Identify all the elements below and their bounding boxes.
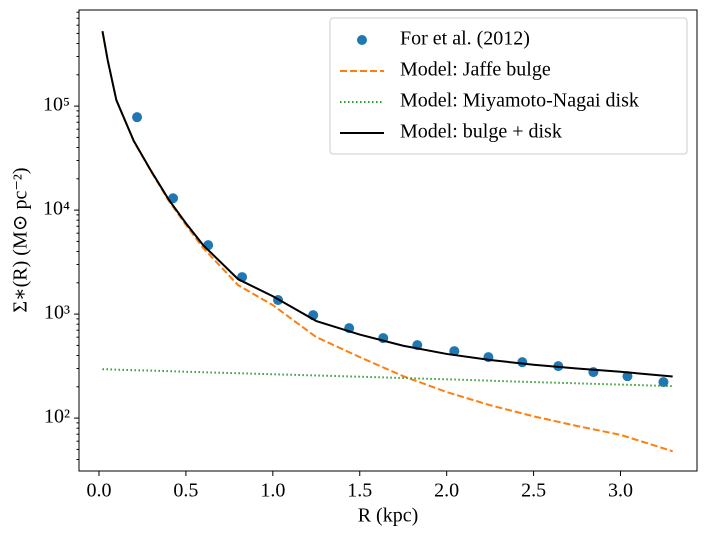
data-point bbox=[658, 377, 669, 388]
plot-frame bbox=[78, 9, 698, 472]
x-tick-label: 2.5 bbox=[521, 480, 546, 502]
y-tick-label: 10³ bbox=[44, 302, 70, 324]
x-tick-label: 1.5 bbox=[347, 480, 372, 502]
legend-label: Model: Miyamoto-Nagai disk bbox=[400, 90, 639, 112]
x-tick-label: 1.0 bbox=[260, 480, 285, 502]
legend-label: Model: Jaffe bulge bbox=[400, 59, 551, 81]
x-tick-label: 3.0 bbox=[608, 480, 633, 502]
data-point bbox=[449, 346, 460, 357]
y-tick-label: 10² bbox=[44, 406, 70, 428]
legend-box bbox=[329, 17, 688, 155]
x-axis-label: R (kpc) bbox=[358, 505, 419, 527]
x-tick-label: 2.0 bbox=[434, 480, 459, 502]
model-line bbox=[101, 30, 673, 378]
y-axis-label: Σ∗(R) (M⊙ pc⁻²) bbox=[10, 167, 32, 312]
data-point bbox=[132, 112, 143, 123]
x-tick-label: 0.5 bbox=[173, 480, 198, 502]
data-point bbox=[622, 371, 633, 382]
model-line bbox=[102, 368, 673, 388]
y-tick-label: 10⁴ bbox=[43, 198, 70, 220]
legend-label: Model: bulge + disk bbox=[400, 121, 562, 143]
legend-label: For et al. (2012) bbox=[400, 28, 530, 50]
y-tick-label: 10⁵ bbox=[43, 94, 70, 116]
legend-marker bbox=[357, 35, 367, 45]
x-tick-label: 0.0 bbox=[86, 480, 111, 502]
